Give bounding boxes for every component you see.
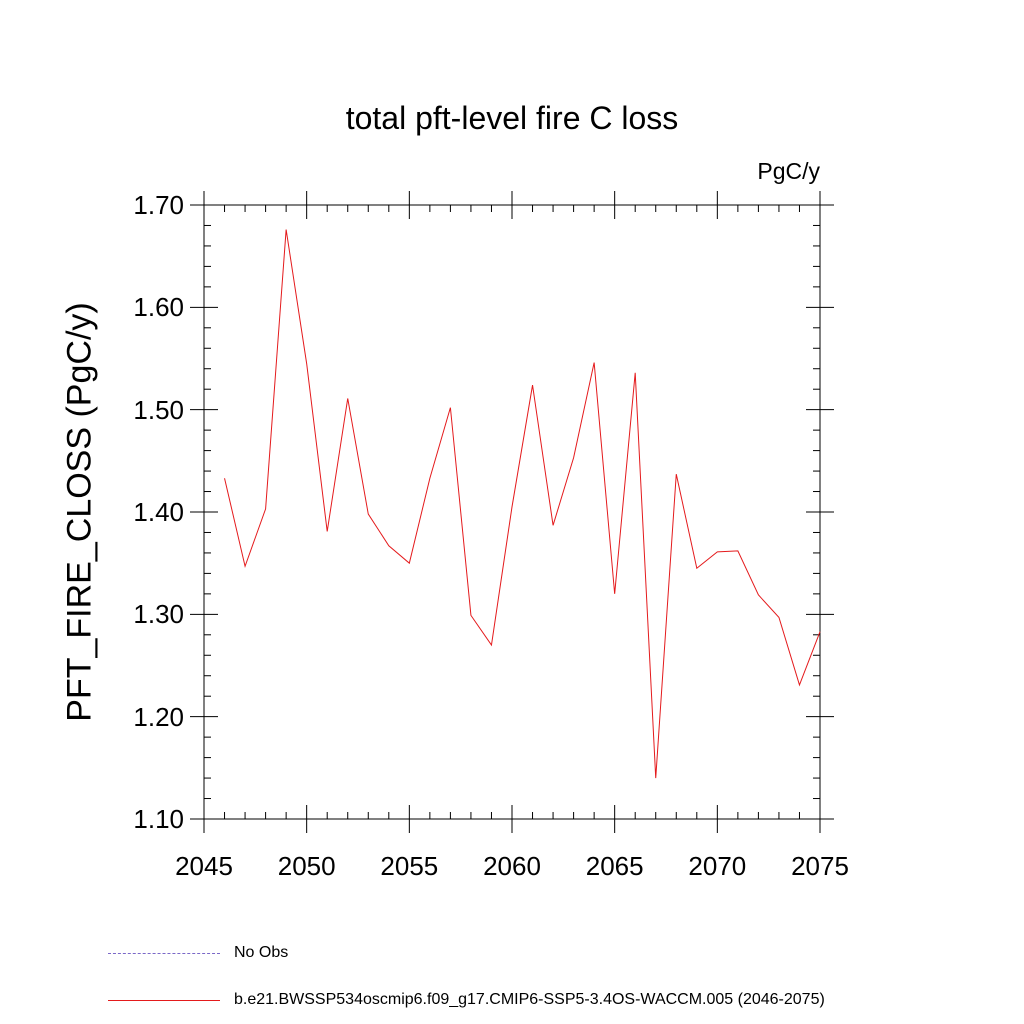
x-tick-label: 2065 <box>585 851 644 881</box>
x-tick-label: 2075 <box>791 851 849 881</box>
x-tick-label: 2050 <box>277 851 336 881</box>
legend-swatch <box>108 999 220 1001</box>
units-label: PgC/y <box>757 158 820 184</box>
chart-title: total pft-level fire C loss <box>345 100 679 136</box>
y-tick-label: 1.70 <box>133 190 184 220</box>
legend-label: b.e21.BWSSP534oscmip6.f09_g17.CMIP6-SSP5… <box>234 991 825 1008</box>
legend-item-model-run: b.e21.BWSSP534oscmip6.f09_g17.CMIP6-SSP5… <box>108 990 825 1010</box>
y-tick-label: 1.20 <box>133 701 184 732</box>
legend-label: No Obs <box>234 944 289 961</box>
y-tick-label: 1.10 <box>133 804 184 834</box>
y-axis-label: PFT_FIRE_CLOSS (PgC/y) <box>60 302 99 722</box>
y-tick-label: 1.30 <box>133 599 184 630</box>
y-tick-label: 1.50 <box>133 394 184 425</box>
x-tick-label: 2055 <box>380 851 439 881</box>
x-tick-label: 2070 <box>688 851 747 881</box>
legend-item-no-obs: No Obs <box>108 943 288 963</box>
plot-frame <box>203 204 821 820</box>
x-tick-label: 2060 <box>483 851 541 881</box>
x-tick-label: 2045 <box>175 851 233 881</box>
tick-marks <box>190 191 834 833</box>
y-tick-label: 1.60 <box>133 292 184 323</box>
series-line <box>224 229 821 779</box>
y-tick-label: 1.40 <box>133 497 184 527</box>
legend-swatch <box>108 952 220 954</box>
